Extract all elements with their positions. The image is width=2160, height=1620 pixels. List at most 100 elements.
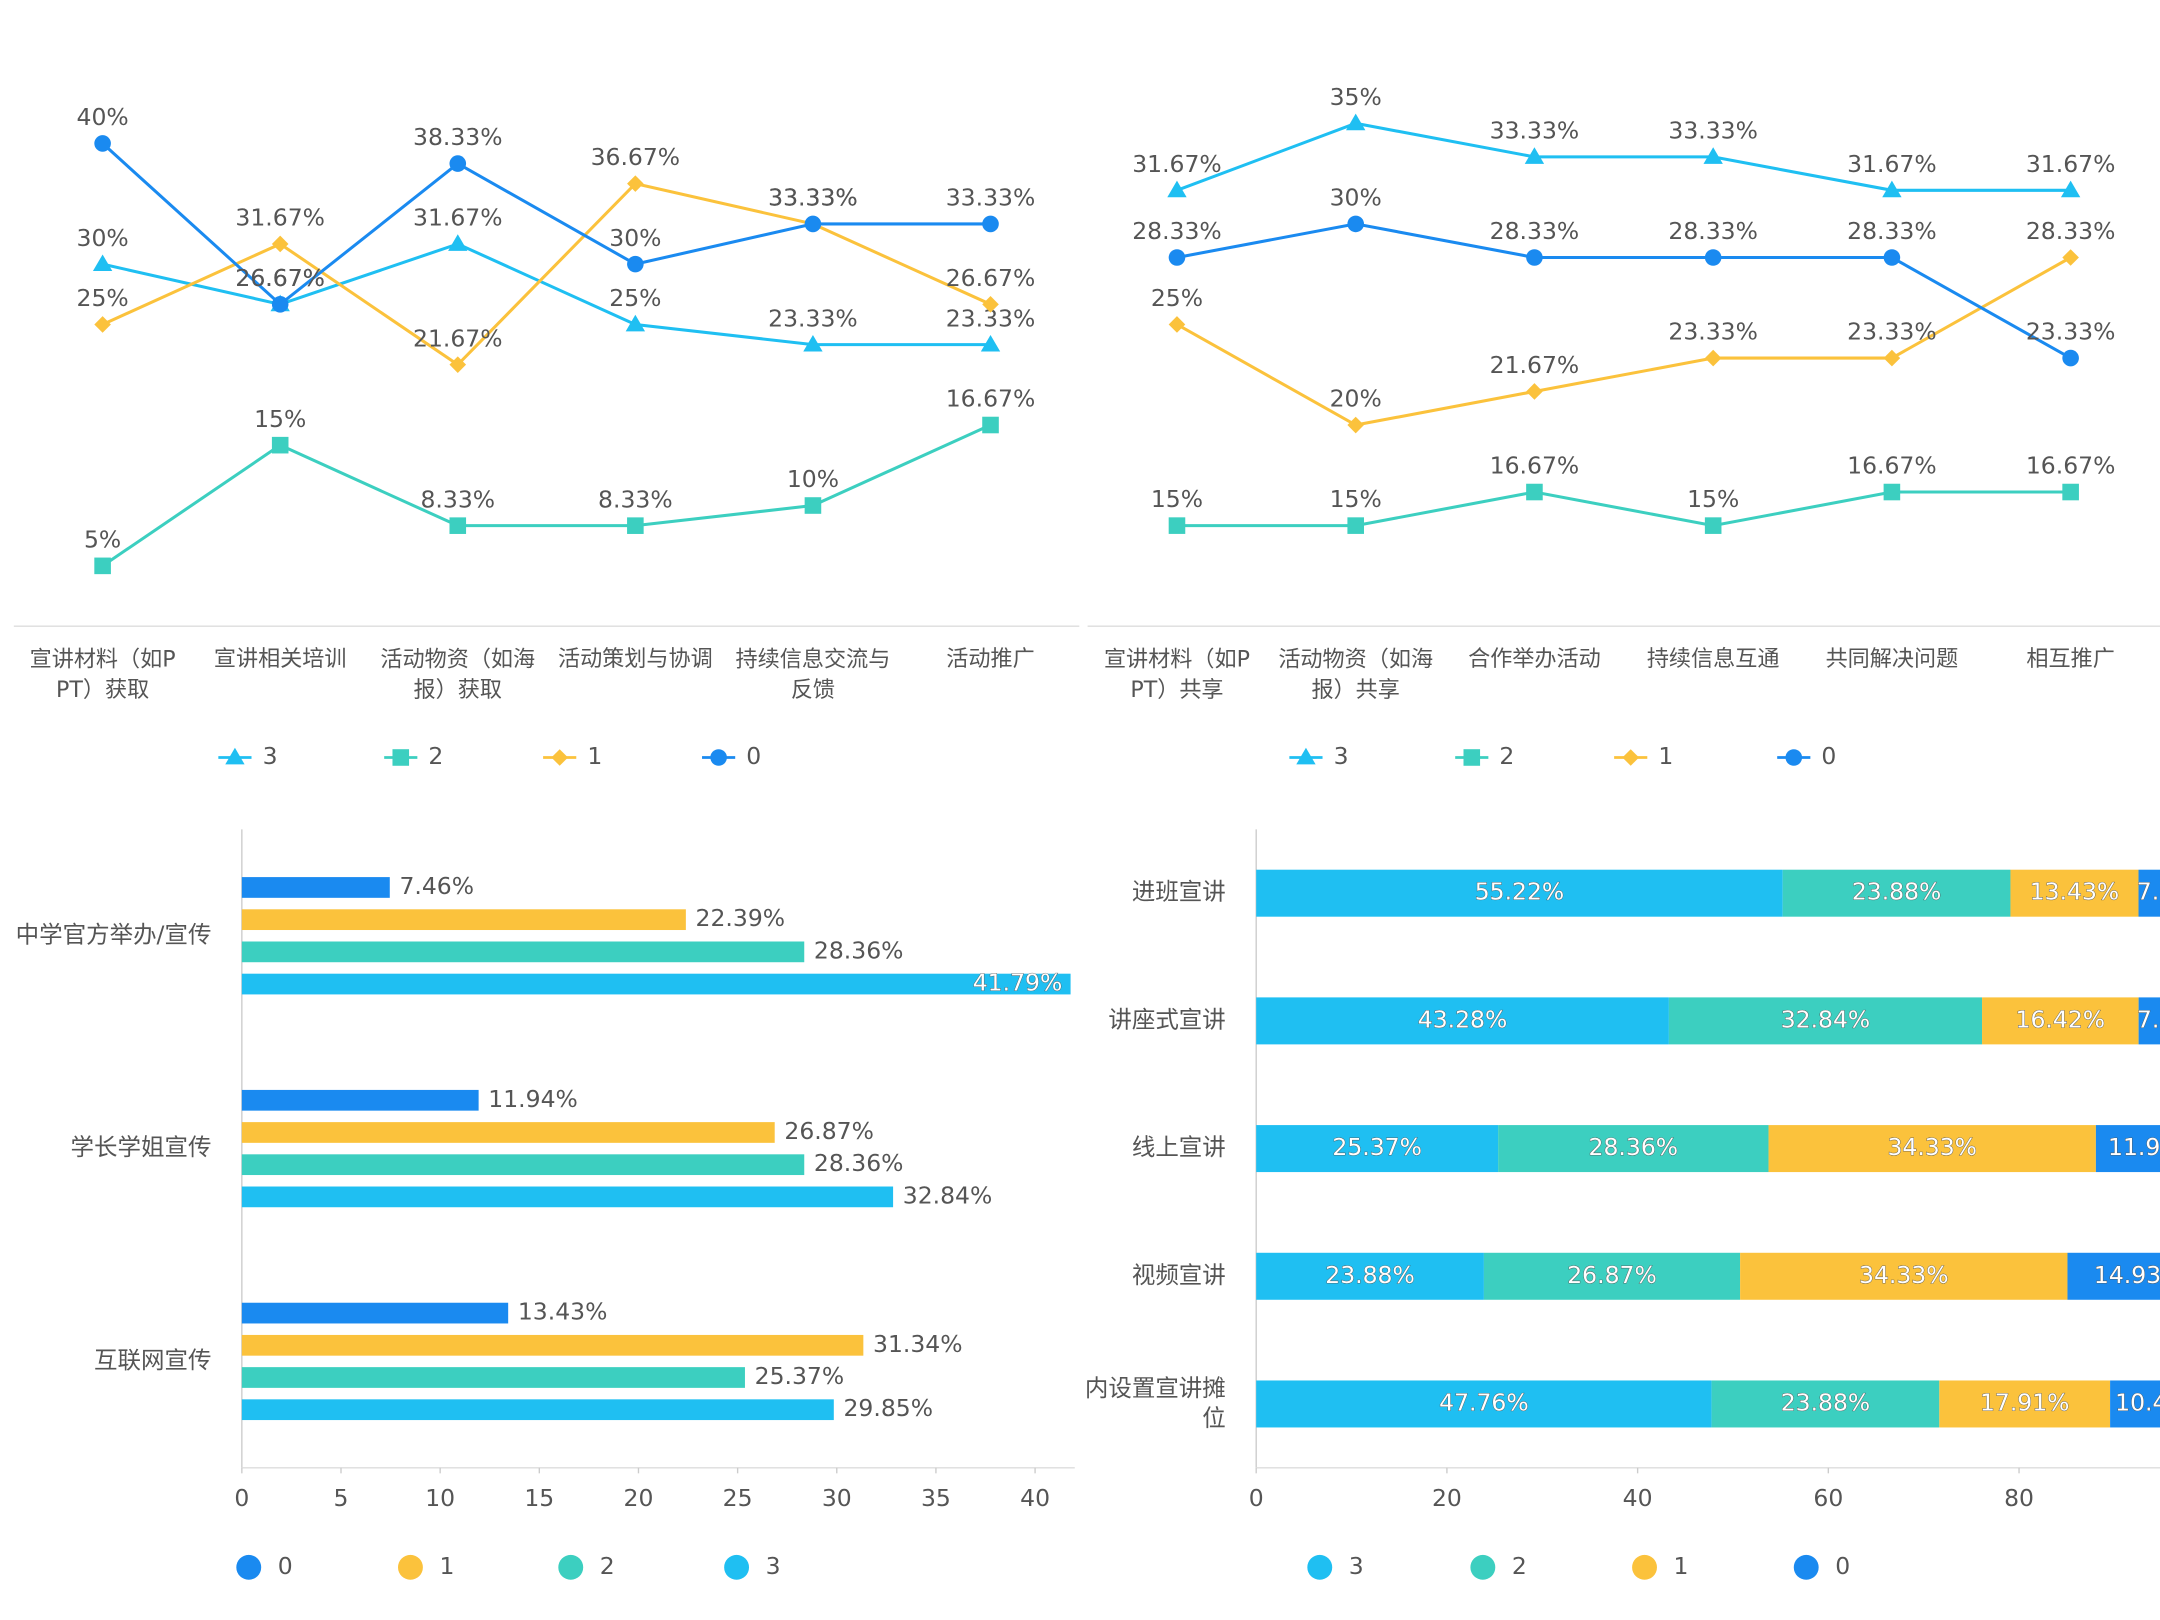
data-label: 26.87% bbox=[1567, 1261, 1657, 1289]
legend-marker bbox=[1793, 1554, 1819, 1580]
y-tick-label: 讲座式宣讲 bbox=[1108, 1005, 1225, 1033]
legend-label: 2 bbox=[428, 742, 443, 770]
legend-marker bbox=[551, 749, 568, 766]
bar bbox=[241, 1154, 805, 1176]
x-tick-label: 共同解决问题 bbox=[1826, 646, 1959, 672]
x-tick-label: 宣讲相关培训 bbox=[214, 646, 347, 672]
bar-segment bbox=[2010, 869, 2139, 917]
data-label: 22.39% bbox=[696, 904, 786, 932]
legend-marker bbox=[724, 1554, 750, 1580]
marker bbox=[94, 316, 111, 333]
x-tick-label: 持续信息互通 bbox=[1647, 646, 1780, 672]
x-tick-label: 活动物资（如海报）共享 bbox=[1278, 646, 1433, 702]
data-label: 23.88% bbox=[1852, 878, 1942, 906]
data-label: 16.67% bbox=[946, 385, 1036, 413]
data-label: 41.79% bbox=[973, 969, 1063, 997]
bar-segment bbox=[1982, 997, 2139, 1045]
legend-label: 3 bbox=[1334, 742, 1349, 770]
marker bbox=[449, 356, 467, 373]
bar-segment bbox=[1939, 1380, 2111, 1428]
data-label: 26.67% bbox=[235, 264, 325, 292]
bar bbox=[241, 1089, 479, 1111]
data-label: 13.43% bbox=[2030, 878, 2120, 906]
marker bbox=[1704, 517, 1722, 534]
data-label: 31.67% bbox=[235, 204, 325, 232]
legend-marker bbox=[1785, 749, 1803, 766]
x-tick-label: 相互推广 bbox=[2026, 646, 2114, 672]
data-label: 15% bbox=[1151, 485, 1203, 513]
data-label: 25.37% bbox=[755, 1362, 845, 1390]
x-tick-label: 活动物资（如海报）获取 bbox=[380, 646, 535, 702]
legend-label: 1 bbox=[439, 1552, 454, 1580]
data-label: 30% bbox=[77, 224, 129, 252]
marker bbox=[1168, 517, 1186, 534]
legend-label: 0 bbox=[278, 1552, 293, 1580]
bar bbox=[241, 1367, 745, 1388]
x-tick-label: 活动推广 bbox=[946, 646, 1034, 672]
data-label: 32.84% bbox=[903, 1181, 993, 1209]
data-label: 16.67% bbox=[1847, 452, 1937, 480]
legend-marker bbox=[1632, 1554, 1657, 1580]
bar-segment bbox=[1782, 869, 2011, 917]
y-tick-label: 互联网宣传 bbox=[94, 1346, 211, 1374]
data-label: 28.33% bbox=[1132, 217, 1222, 245]
x-tick-label: 宣讲材料（如P PT）获取 bbox=[30, 646, 176, 702]
marker bbox=[1526, 483, 1543, 501]
legend-label: 1 bbox=[587, 742, 602, 770]
marker bbox=[1168, 316, 1186, 333]
x-tick-label: 25 bbox=[723, 1484, 753, 1512]
data-label: 40% bbox=[77, 103, 129, 131]
marker bbox=[271, 436, 289, 454]
x-tick-label: 20 bbox=[1432, 1484, 1462, 1512]
marker bbox=[2062, 349, 2079, 367]
data-label: 20% bbox=[1330, 385, 1382, 413]
bar-segment bbox=[1256, 997, 1669, 1045]
bar-segment bbox=[1256, 1380, 1712, 1428]
marker bbox=[1347, 517, 1364, 534]
marker bbox=[94, 135, 111, 152]
data-label: 28.36% bbox=[814, 1149, 904, 1177]
data-label: 25% bbox=[77, 284, 129, 312]
legend-marker bbox=[710, 749, 727, 766]
legend-label: 3 bbox=[766, 1552, 781, 1580]
bar-segment bbox=[1668, 997, 1983, 1045]
data-label: 34.33% bbox=[1859, 1261, 1949, 1289]
x-tick-label: 宣讲材料（如P PT）共享 bbox=[1104, 646, 1250, 702]
x-tick-label: 80 bbox=[2004, 1484, 2034, 1512]
series-line bbox=[102, 242, 991, 347]
data-label: 28.36% bbox=[814, 936, 904, 964]
marker bbox=[1704, 349, 1722, 367]
bar bbox=[241, 1302, 509, 1324]
data-label: 26.67% bbox=[946, 264, 1036, 292]
bar-segment bbox=[1498, 1125, 1769, 1173]
data-label: 15% bbox=[1330, 485, 1382, 513]
y-tick-label: 中学官方举办/宣传 bbox=[16, 920, 212, 948]
legend-label: 2 bbox=[1512, 1552, 1527, 1580]
data-label: 29.85% bbox=[843, 1394, 933, 1422]
data-label: 28.36% bbox=[1589, 1133, 1679, 1161]
bar-segment bbox=[2067, 1252, 2160, 1300]
data-label: 11.94% bbox=[2108, 1133, 2160, 1161]
marker bbox=[803, 334, 823, 352]
x-tick-label: 5 bbox=[334, 1484, 349, 1512]
marker bbox=[94, 557, 111, 575]
data-label: 23.33% bbox=[2026, 318, 2116, 346]
marker bbox=[1346, 113, 1366, 131]
legend-label: 1 bbox=[1658, 742, 1673, 770]
data-label: 7.46% bbox=[2137, 878, 2160, 906]
data-label: 25.37% bbox=[1332, 1133, 1422, 1161]
data-label: 32.84% bbox=[1781, 1005, 1871, 1033]
legend-marker bbox=[392, 749, 410, 766]
data-label: 43.28% bbox=[1418, 1005, 1508, 1033]
bar-segment bbox=[1740, 1252, 2068, 1300]
data-label: 8.33% bbox=[420, 485, 495, 513]
data-label: 10.45% bbox=[2115, 1388, 2160, 1416]
series-line bbox=[101, 423, 992, 568]
data-label: 47.76% bbox=[1439, 1388, 1529, 1416]
marker bbox=[1347, 215, 1364, 233]
data-label: 33.33% bbox=[768, 184, 858, 212]
data-label: 11.94% bbox=[488, 1085, 578, 1113]
data-label: 23.33% bbox=[1668, 318, 1758, 346]
data-label: 28.33% bbox=[2026, 217, 2116, 245]
bar bbox=[241, 941, 805, 963]
